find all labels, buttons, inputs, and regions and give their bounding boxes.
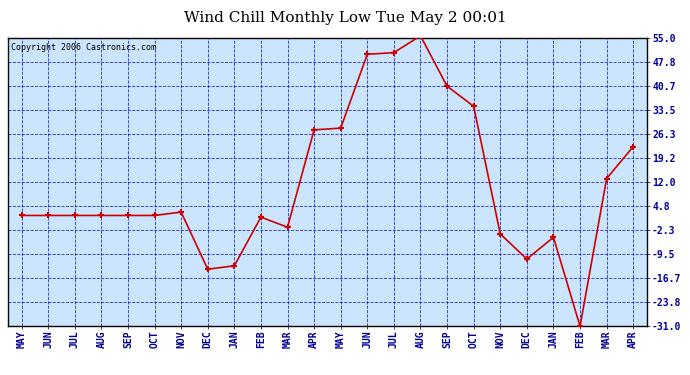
Text: Wind Chill Monthly Low Tue May 2 00:01: Wind Chill Monthly Low Tue May 2 00:01 bbox=[184, 11, 506, 25]
Text: Copyright 2006 Castronics.com: Copyright 2006 Castronics.com bbox=[12, 43, 157, 52]
